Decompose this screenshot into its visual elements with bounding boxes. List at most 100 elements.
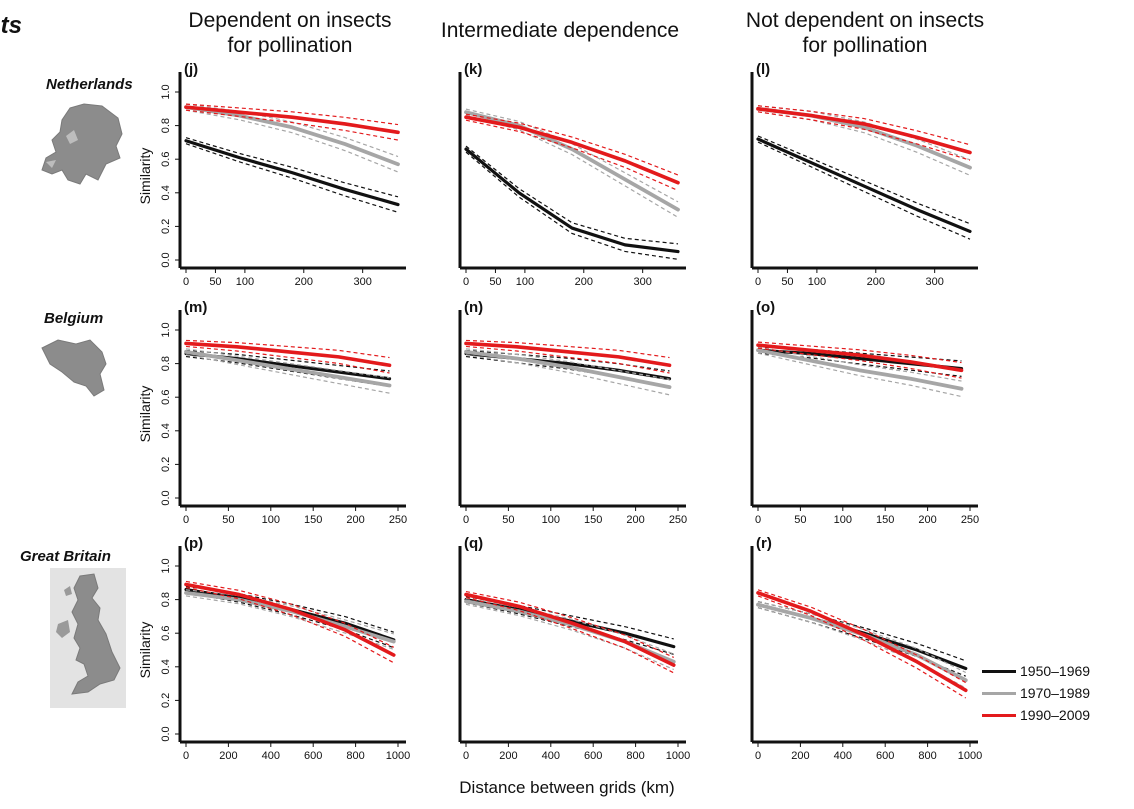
x-tick-label: 0 xyxy=(183,276,189,288)
legend-item: 1990–2009 xyxy=(982,704,1090,726)
netherlands-map-icon xyxy=(41,103,123,185)
y-tick-label: 0.4 xyxy=(160,659,172,674)
legend-label: 1970–1989 xyxy=(1020,685,1091,701)
x-tick-label: 100 xyxy=(808,276,826,288)
panel-label: (k) xyxy=(464,61,482,78)
x-tick-label: 0 xyxy=(755,276,761,288)
chart-panel: 0 50 100 200 300 0.0 0.2 0.4 0.6 0.8 1.0 Similarity… xyxy=(137,61,406,288)
series-line xyxy=(756,602,968,683)
corner-label: nts xyxy=(0,12,22,39)
x-tick-label: 50 xyxy=(781,276,793,288)
y-tick-label: 1.0 xyxy=(160,84,172,99)
y-tick-label: 0.2 xyxy=(160,693,172,708)
chart-panel: 0 50 100 150 200 250 (n) xyxy=(458,299,687,526)
series-line xyxy=(184,105,400,135)
series-confidence-line xyxy=(185,586,395,664)
series-line xyxy=(464,115,680,185)
panel-label: (p) xyxy=(184,535,203,552)
x-tick-label: 1000 xyxy=(958,750,982,762)
series-confidence-line xyxy=(465,602,674,655)
x-tick-label: 300 xyxy=(925,276,943,288)
x-tick-label: 50 xyxy=(222,514,234,526)
series-confidence-line xyxy=(185,348,390,379)
series-confidence-line xyxy=(465,108,679,203)
y-tick-label: 0.8 xyxy=(160,592,172,607)
legend-item: 1950–1969 xyxy=(982,660,1090,682)
series-confidence-line xyxy=(757,589,967,684)
series-confidence-line xyxy=(465,113,679,176)
series-confidence-line xyxy=(185,595,394,650)
x-tick-label: 100 xyxy=(542,514,560,526)
y-tick-label: 0.6 xyxy=(160,626,172,641)
country-label-belgium: Belgium xyxy=(44,310,104,327)
header-line: for pollination xyxy=(802,34,928,57)
series-line xyxy=(756,106,972,170)
y-tick-label: 0.2 xyxy=(160,457,172,472)
x-tick-label: 50 xyxy=(489,276,501,288)
series-confidence-line xyxy=(185,103,399,126)
y-tick-label: 0.2 xyxy=(160,219,172,234)
panel-label: (m) xyxy=(184,299,207,316)
legend-label: 1950–1969 xyxy=(1020,663,1091,679)
legend-swatch xyxy=(982,713,1016,717)
series-line xyxy=(184,105,400,167)
country-label-great-britain: Great Britain xyxy=(20,548,111,565)
x-axis-title: Distance between grids (km) xyxy=(459,778,675,797)
series-line xyxy=(184,139,400,207)
series-line xyxy=(756,348,964,391)
x-tick-label: 200 xyxy=(499,750,517,762)
x-tick-label: 200 xyxy=(346,514,364,526)
y-tick-label: 0.0 xyxy=(160,252,172,267)
y-tick-label: 0.6 xyxy=(160,390,172,405)
x-tick-label: 1000 xyxy=(386,750,410,762)
column-header-not-dependent: Not dependent on insects for pollination xyxy=(735,8,995,58)
panel-label: (n) xyxy=(464,299,483,316)
x-tick-label: 0 xyxy=(755,514,761,526)
chart-panel: 0 50 100 200 300 (k) xyxy=(458,61,686,288)
chart-panel: 0 200 400 600 800 1000 (q) xyxy=(458,535,690,762)
series-confidence-line xyxy=(185,589,394,635)
series-confidence-line xyxy=(465,151,679,260)
x-tick-label: 0 xyxy=(463,750,469,762)
x-tick-label: 200 xyxy=(918,514,936,526)
series-confidence-line xyxy=(185,339,390,359)
series-line xyxy=(184,349,392,388)
series-confidence-line xyxy=(465,345,670,374)
x-tick-label: 250 xyxy=(961,514,979,526)
x-tick-label: 200 xyxy=(791,750,809,762)
series-line xyxy=(464,592,676,667)
series-confidence-line xyxy=(465,339,670,359)
x-tick-label: 250 xyxy=(669,514,687,526)
x-tick-label: 200 xyxy=(575,276,593,288)
column-header-dependent: Dependent on insects for pollination xyxy=(180,8,400,58)
series-confidence-line xyxy=(757,105,971,146)
header-line: Intermediate dependence xyxy=(440,19,680,42)
series-confidence-line xyxy=(465,114,679,218)
series-line xyxy=(756,137,972,234)
x-tick-label: 100 xyxy=(236,276,254,288)
series-line xyxy=(464,110,680,212)
x-tick-label: 800 xyxy=(626,750,644,762)
x-tick-label: 0 xyxy=(463,276,469,288)
x-tick-label: 0 xyxy=(463,514,469,526)
header-line: for pollination xyxy=(227,34,353,57)
x-tick-label: 300 xyxy=(353,276,371,288)
y-tick-label: 0.8 xyxy=(160,118,172,133)
panel-label: (j) xyxy=(184,61,198,78)
series-confidence-line xyxy=(757,346,962,382)
chart-panel: 0 200 400 600 800 1000 0.0 0.2 0.4 0.6 0.8 1.0 Simil… xyxy=(137,535,410,762)
x-tick-label: 50 xyxy=(794,514,806,526)
x-tick-label: 50 xyxy=(502,514,514,526)
panel-label: (r) xyxy=(756,535,772,552)
series-confidence-line xyxy=(465,145,679,245)
chart-panel: 0 50 100 200 300 (l) xyxy=(750,61,978,288)
x-tick-label: 400 xyxy=(834,750,852,762)
x-tick-label: 200 xyxy=(626,514,644,526)
country-label-netherlands: Netherlands xyxy=(46,76,133,93)
series-confidence-line xyxy=(757,141,971,240)
x-tick-label: 800 xyxy=(918,750,936,762)
header-line: Dependent on insects xyxy=(188,9,392,32)
series-confidence-line xyxy=(185,143,399,213)
